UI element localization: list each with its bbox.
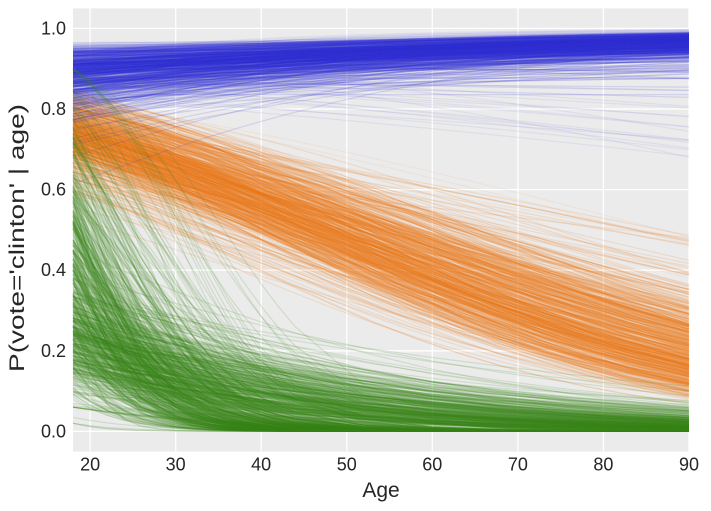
svg-text:60: 60 xyxy=(422,455,442,475)
svg-text:50: 50 xyxy=(337,455,357,475)
svg-text:70: 70 xyxy=(508,455,528,475)
svg-text:0.8: 0.8 xyxy=(41,99,66,119)
svg-text:0.6: 0.6 xyxy=(41,180,66,200)
svg-text:30: 30 xyxy=(166,455,186,475)
svg-text:1.0: 1.0 xyxy=(41,18,66,38)
svg-text:0.0: 0.0 xyxy=(41,421,66,441)
svg-text:20: 20 xyxy=(80,455,100,475)
svg-text:0.2: 0.2 xyxy=(41,341,66,361)
svg-text:0.4: 0.4 xyxy=(41,260,66,280)
svg-text:40: 40 xyxy=(251,455,271,475)
svg-text:90: 90 xyxy=(679,455,699,475)
svg-text:Age: Age xyxy=(362,479,399,502)
svg-text:80: 80 xyxy=(593,455,613,475)
svg-text:P(vote='clinton' | age): P(vote='clinton' | age) xyxy=(6,104,29,372)
